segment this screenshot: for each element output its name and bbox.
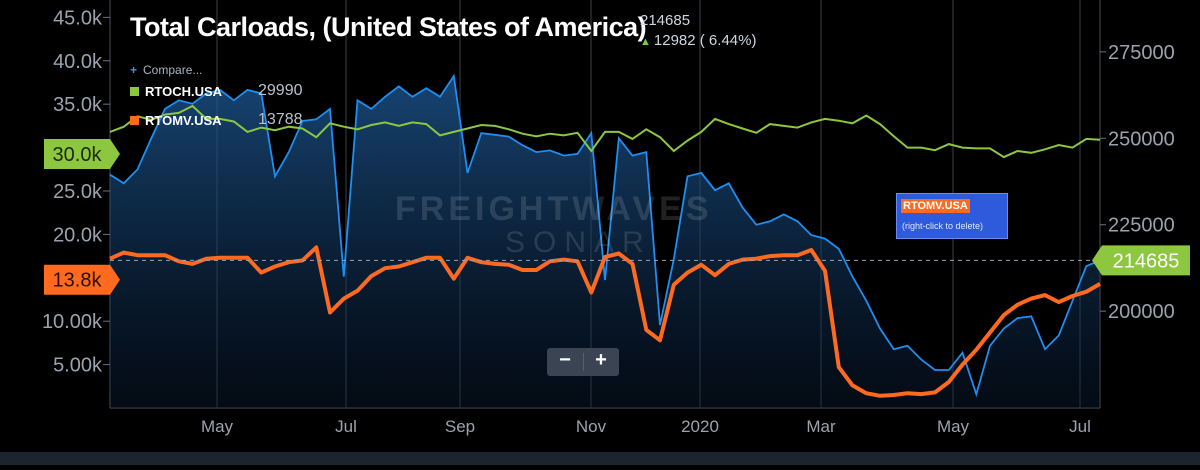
- x-tick-label: Mar: [806, 417, 836, 436]
- left-tick-label: 5.00k: [53, 355, 103, 377]
- left-tick-label: 35.0k: [53, 94, 103, 116]
- left-rtomv-flag-label: 13.8k: [53, 270, 103, 292]
- legend-swatch: [130, 116, 139, 125]
- change-text: 12982 ( 6.44%): [653, 32, 757, 49]
- chart-title: Total Carloads, (United States of Americ…: [130, 12, 647, 42]
- left-tick-label: 20.0k: [53, 224, 103, 246]
- right-tick-label: 250000: [1108, 128, 1175, 150]
- x-tick-label: May: [201, 417, 234, 436]
- total-carloads-line: [109, 73, 1101, 398]
- legend-swatch: [130, 87, 139, 96]
- right-total-flag-label: 214685: [1113, 250, 1180, 272]
- rtoch-line: [109, 104, 1101, 159]
- plus-icon: +: [130, 63, 138, 77]
- left-tick-label: 40.0k: [53, 51, 103, 73]
- legend-item-rtomv[interactable]: RTOMV.USA 13788: [130, 111, 303, 128]
- series-tooltip[interactable]: RTOMV.USA (right-click to delete): [896, 193, 1008, 239]
- x-tick-label: May: [937, 417, 970, 436]
- legend-label: RTOMV.USA: [145, 113, 222, 128]
- change-value: ▲ 12982 ( 6.44%): [640, 32, 756, 49]
- zoom-in-button[interactable]: +: [595, 349, 607, 371]
- x-tick-label: 2020: [681, 417, 719, 436]
- x-tick-label: Sep: [445, 417, 475, 436]
- zoom-control: − +: [547, 348, 619, 376]
- right-total-flag-shape: [1092, 245, 1190, 276]
- x-tick-label: Jul: [335, 417, 357, 436]
- watermark-sub: SONAR: [505, 226, 652, 259]
- tooltip-series-name: RTOMV.USA: [901, 199, 970, 213]
- right-tick-label: 200000: [1108, 301, 1175, 323]
- left-rtoch-flag-shape: [44, 138, 120, 169]
- current-value: 214685: [640, 12, 691, 29]
- right-tick-label: 275000: [1108, 42, 1175, 64]
- right-tick-label: 225000: [1108, 215, 1175, 237]
- legend-item-rtoch[interactable]: RTOCH.USA 29990: [130, 82, 303, 99]
- rtomv-line: [109, 245, 1101, 398]
- up-arrow-icon: ▲: [640, 36, 651, 48]
- compare-link[interactable]: + Compare...: [130, 63, 202, 77]
- zoom-divider: [583, 353, 584, 371]
- left-tick-label: 25.0k: [53, 181, 103, 203]
- legend-label: RTOCH.USA: [145, 84, 223, 99]
- left-rtoch-flag-label: 30.0k: [53, 144, 103, 166]
- x-tick-label: Jul: [1069, 417, 1091, 436]
- x-tick-label: Nov: [576, 417, 607, 436]
- left-tick-label: 45.0k: [53, 7, 103, 29]
- tooltip-hint: (right-click to delete): [902, 221, 984, 231]
- watermark: FREIGHTWAVES: [395, 190, 713, 228]
- legend-value: 13788: [258, 111, 303, 128]
- footer-bar: [0, 452, 1200, 465]
- zoom-out-button[interactable]: −: [559, 349, 571, 371]
- compare-label: Compare...: [143, 63, 203, 77]
- legend-value: 29990: [258, 82, 303, 99]
- left-rtomv-flag-shape: [44, 264, 120, 295]
- left-tick-label: 10.00k: [42, 311, 103, 333]
- total-carloads-area: [110, 76, 1100, 408]
